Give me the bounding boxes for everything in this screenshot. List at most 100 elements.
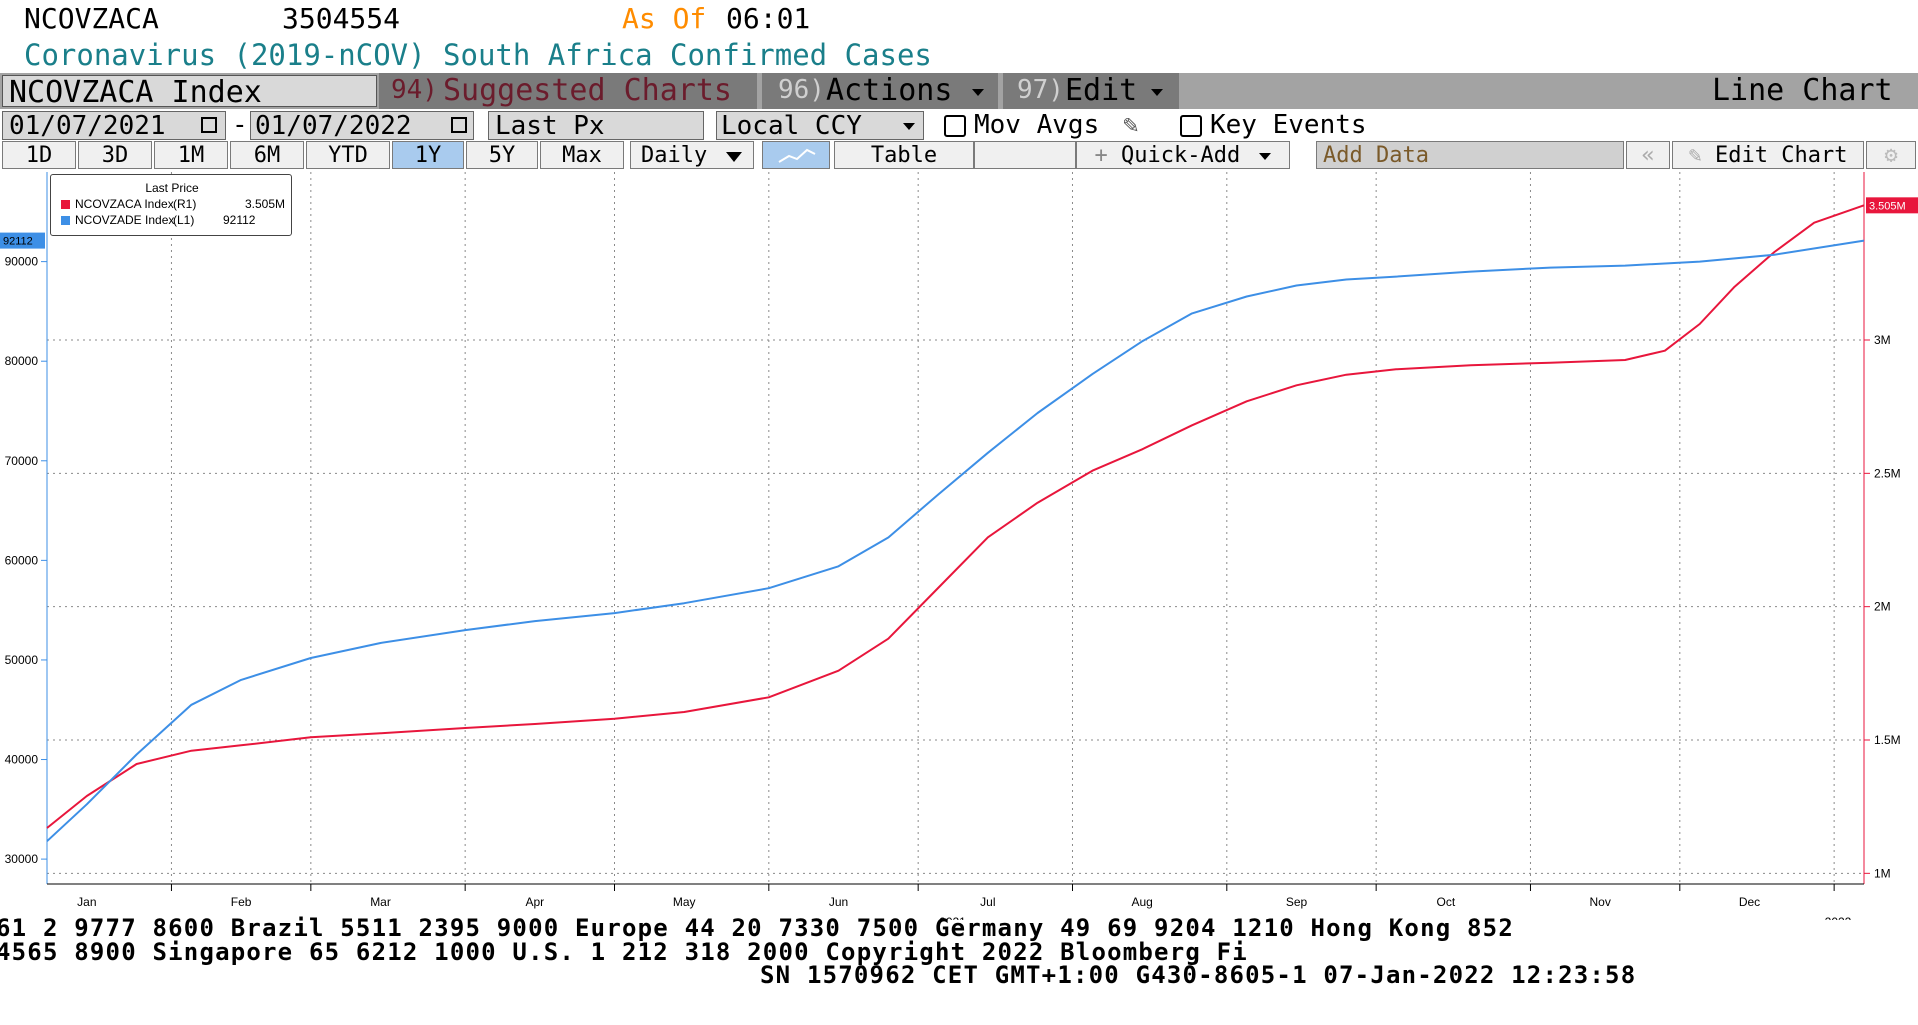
security-field[interactable]: NCOVZACA Index	[2, 75, 377, 110]
legend-value-blue: 92112	[223, 213, 256, 227]
edit-menu[interactable]: 97) Edit	[1003, 73, 1179, 109]
chart-legend[interactable]: Last Price NCOVZACA Index (R1) 3.505M NC…	[50, 174, 292, 236]
period-bar: 1D 3D 1M 6M YTD 1Y 5Y Max Daily Table + …	[0, 141, 1918, 170]
left-tick-label: 90000	[5, 255, 39, 269]
currency-dropdown-icon	[903, 123, 915, 130]
table-button[interactable]: Table	[834, 141, 974, 169]
edit-chart-button[interactable]: ✎ Edit Chart	[1672, 141, 1864, 169]
chart-subtitle: Coronavirus (2019-nCOV) South Africa Con…	[24, 38, 932, 72]
end-date-field[interactable]: 01/07/2022	[250, 111, 474, 141]
field-selector[interactable]: Last Px	[488, 111, 704, 141]
spacer-button	[974, 141, 1076, 169]
right-current-value-label: 3.505M	[1869, 200, 1906, 212]
suggested-charts-label: Suggested Charts	[443, 73, 732, 108]
line-chart-icon	[778, 148, 816, 163]
add-data-field[interactable]: Add Data	[1316, 141, 1624, 169]
year-label: 2022	[1825, 915, 1852, 920]
line-chart[interactable]: 30000 40000 50000 60000 70000 80000 90000 1M 1.5…	[0, 170, 1918, 920]
month-label: Sep	[1286, 895, 1308, 909]
left-tick-label: 30000	[5, 852, 39, 866]
period-6m[interactable]: 6M	[230, 141, 304, 169]
right-current-value-tag	[1866, 197, 1918, 214]
edit-number: 97)	[1017, 75, 1064, 105]
settings-button[interactable]: ⚙	[1866, 141, 1916, 169]
start-date-field[interactable]: 01/07/2021	[2, 111, 226, 141]
legend-axis-blue: (L1)	[173, 213, 195, 227]
left-tick-label: 50000	[5, 653, 39, 667]
ticker-label: NCOVZACA	[24, 2, 159, 35]
mov-avgs-toggle[interactable]: Mov Avgs ✎	[944, 110, 1139, 140]
edit-dropdown-icon	[1151, 89, 1163, 96]
suggested-charts-button[interactable]: 94) Suggested Charts	[379, 73, 757, 109]
period-ytd[interactable]: YTD	[306, 141, 390, 169]
legend-axis-red: (R1)	[173, 197, 197, 211]
year-label: 2021	[939, 915, 966, 920]
add-data-label: Add Data	[1323, 143, 1429, 168]
chart-grid	[47, 172, 1864, 884]
edit-chart-pencil-icon: ✎	[1688, 143, 1702, 168]
key-events-toggle[interactable]: Key Events	[1180, 110, 1367, 140]
legend-entry-red[interactable]: NCOVZACA Index (R1) 3.505M	[61, 197, 289, 213]
end-date: 01/07/2022	[255, 111, 412, 141]
month-label: Jan	[77, 895, 96, 909]
calendar-icon[interactable]	[201, 117, 217, 133]
footer-line-2: 4565 8900 Singapore 65 6212 1000 U.S. 1 …	[0, 938, 1248, 966]
as-of-time: 06:01	[726, 2, 811, 35]
month-label: Jul	[980, 895, 995, 909]
start-date: 01/07/2021	[9, 111, 166, 141]
period-max[interactable]: Max	[540, 141, 624, 169]
as-of-label: As Of	[622, 2, 707, 35]
key-events-checkbox[interactable]	[1180, 114, 1202, 137]
left-tick-label: 60000	[5, 553, 39, 567]
month-label: Nov	[1589, 895, 1610, 909]
chart-type-label[interactable]: Line Chart	[1712, 73, 1893, 108]
series-line-ncovzaca	[46, 204, 1865, 829]
date-range-dash: -	[232, 110, 248, 140]
currency-value: Local CCY	[721, 111, 862, 141]
period-5y[interactable]: 5Y	[466, 141, 538, 169]
right-tick-label: 3M	[1874, 333, 1891, 347]
left-tick-label: 40000	[5, 753, 39, 767]
period-1y[interactable]: 1Y	[392, 141, 464, 169]
calendar-icon[interactable]	[451, 117, 467, 133]
month-label: Oct	[1437, 895, 1456, 909]
actions-dropdown-icon	[972, 89, 984, 96]
month-label: Jun	[829, 895, 848, 909]
period-1d[interactable]: 1D	[2, 141, 76, 169]
legend-entry-blue[interactable]: NCOVZADE Index (L1) 92112	[61, 213, 289, 229]
gear-icon: ⚙	[1884, 143, 1898, 168]
legend-value-red: 3.505M	[245, 197, 286, 211]
month-label: May	[673, 895, 696, 909]
collapse-button[interactable]: «	[1626, 141, 1670, 169]
period-3d[interactable]: 3D	[78, 141, 152, 169]
frequency-selector[interactable]: Daily	[630, 141, 754, 169]
right-tick-label: 1M	[1874, 866, 1891, 880]
actions-number: 96)	[778, 75, 825, 105]
actions-menu[interactable]: 96) Actions	[762, 73, 998, 109]
legend-swatch-blue	[61, 216, 70, 225]
edit-label: Edit	[1065, 73, 1138, 108]
right-tick-label: 1.5M	[1874, 733, 1901, 747]
period-1m[interactable]: 1M	[154, 141, 228, 169]
line-chart-button[interactable]	[762, 141, 830, 169]
actions-label: Actions	[826, 73, 953, 108]
legend-title: Last Price	[145, 181, 199, 195]
quick-add-button[interactable]: + Quick-Add	[1076, 141, 1290, 169]
left-tick-label: 80000	[5, 354, 39, 368]
quick-add-label: Quick-Add	[1121, 143, 1241, 168]
frequency-value: Daily	[641, 143, 708, 168]
left-current-value-tag	[0, 232, 45, 249]
month-label: Feb	[231, 895, 252, 909]
pencil-icon[interactable]: ✎	[1122, 110, 1139, 140]
mov-avgs-checkbox[interactable]	[944, 114, 966, 137]
legend-swatch-red	[61, 200, 70, 209]
month-label: Dec	[1739, 895, 1760, 909]
security-name: NCOVZACA Index	[9, 75, 262, 110]
right-tick-label: 2M	[1874, 600, 1891, 614]
quick-add-dropdown-icon	[1259, 152, 1272, 160]
legend-name-red: NCOVZACA Index	[75, 197, 174, 211]
key-events-label: Key Events	[1210, 110, 1367, 140]
chart-axes	[41, 172, 1870, 891]
frequency-dropdown-icon	[726, 152, 742, 162]
currency-selector[interactable]: Local CCY	[716, 111, 924, 141]
